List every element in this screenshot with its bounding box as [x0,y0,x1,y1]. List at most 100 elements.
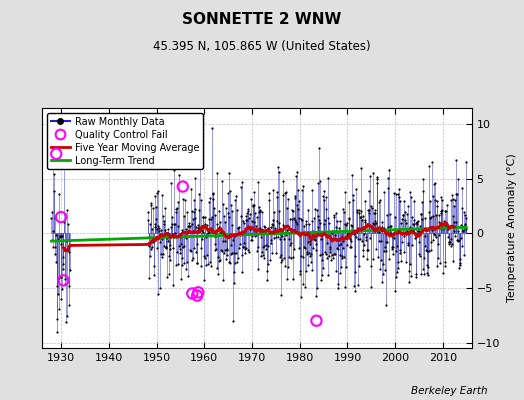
Point [195,225,203,231]
Point [290,246,298,252]
Point [185,246,194,253]
Point [305,241,314,248]
Point [387,244,396,250]
Point [262,228,270,234]
Point [428,227,436,233]
Point [381,239,390,246]
Point [158,254,167,260]
Point [395,194,403,200]
Point [313,180,322,186]
Point [457,235,465,241]
Point [358,253,367,260]
Point [327,234,335,241]
Point [340,238,348,244]
Point [147,200,155,206]
Point [424,264,432,270]
Text: 45.395 N, 105.865 W (United States): 45.395 N, 105.865 W (United States) [153,40,371,53]
Point [361,217,369,224]
Point [409,198,418,204]
Point [198,226,206,233]
Point [263,268,271,274]
Point [259,222,268,229]
Point [413,228,422,234]
Point [265,226,274,232]
Point [205,198,214,205]
Point [247,237,255,244]
Point [418,216,426,223]
Point [401,209,409,216]
Point [255,207,264,214]
Point [301,268,310,274]
Point [148,226,156,233]
Point [234,224,243,231]
Point [400,249,409,255]
Point [194,222,202,229]
Point [159,251,167,257]
Point [440,221,448,228]
Point [452,157,460,163]
Point [282,276,291,282]
Point [353,209,361,215]
Point [328,252,336,258]
Point [286,216,294,222]
Point [380,188,388,195]
Point [460,209,468,215]
Point [58,260,67,267]
Point [345,216,354,222]
Point [331,232,340,238]
Point [375,199,384,206]
Point [382,302,390,308]
Point [365,207,374,214]
Point [445,238,453,245]
Point [379,261,387,267]
Point [280,236,288,242]
Point [460,252,468,258]
Point [208,214,216,220]
Point [451,196,459,203]
Point [458,204,467,211]
Point [268,250,276,257]
Point [325,220,333,226]
Point [422,247,430,253]
Point [331,250,339,257]
Point [339,206,347,212]
Point [283,226,291,233]
Point [343,232,351,239]
Point [350,196,358,203]
Point [232,250,240,256]
Point [221,238,229,244]
Point [328,228,336,234]
Point [346,243,354,250]
Point [281,190,290,196]
Point [323,272,332,278]
Point [257,252,265,259]
Point [394,190,402,197]
Point [266,256,275,263]
Point [287,254,295,261]
Point [219,237,227,244]
Point [359,212,367,219]
Point [209,196,217,202]
Point [200,253,208,259]
Point [341,284,350,290]
Point [410,217,418,223]
Point [437,208,445,214]
Point [219,277,227,283]
Point [162,244,170,250]
Point [390,288,399,295]
Point [195,228,204,234]
Point [203,252,211,258]
Point [361,219,369,225]
Point [283,205,291,212]
Point [242,245,250,252]
Point [59,277,68,284]
Point [165,253,173,259]
Point [344,199,353,205]
Point [64,249,73,255]
Point [377,257,386,264]
Point [261,242,270,248]
Point [207,225,215,232]
Point [434,240,442,247]
Point [204,261,212,267]
Point [419,188,427,194]
